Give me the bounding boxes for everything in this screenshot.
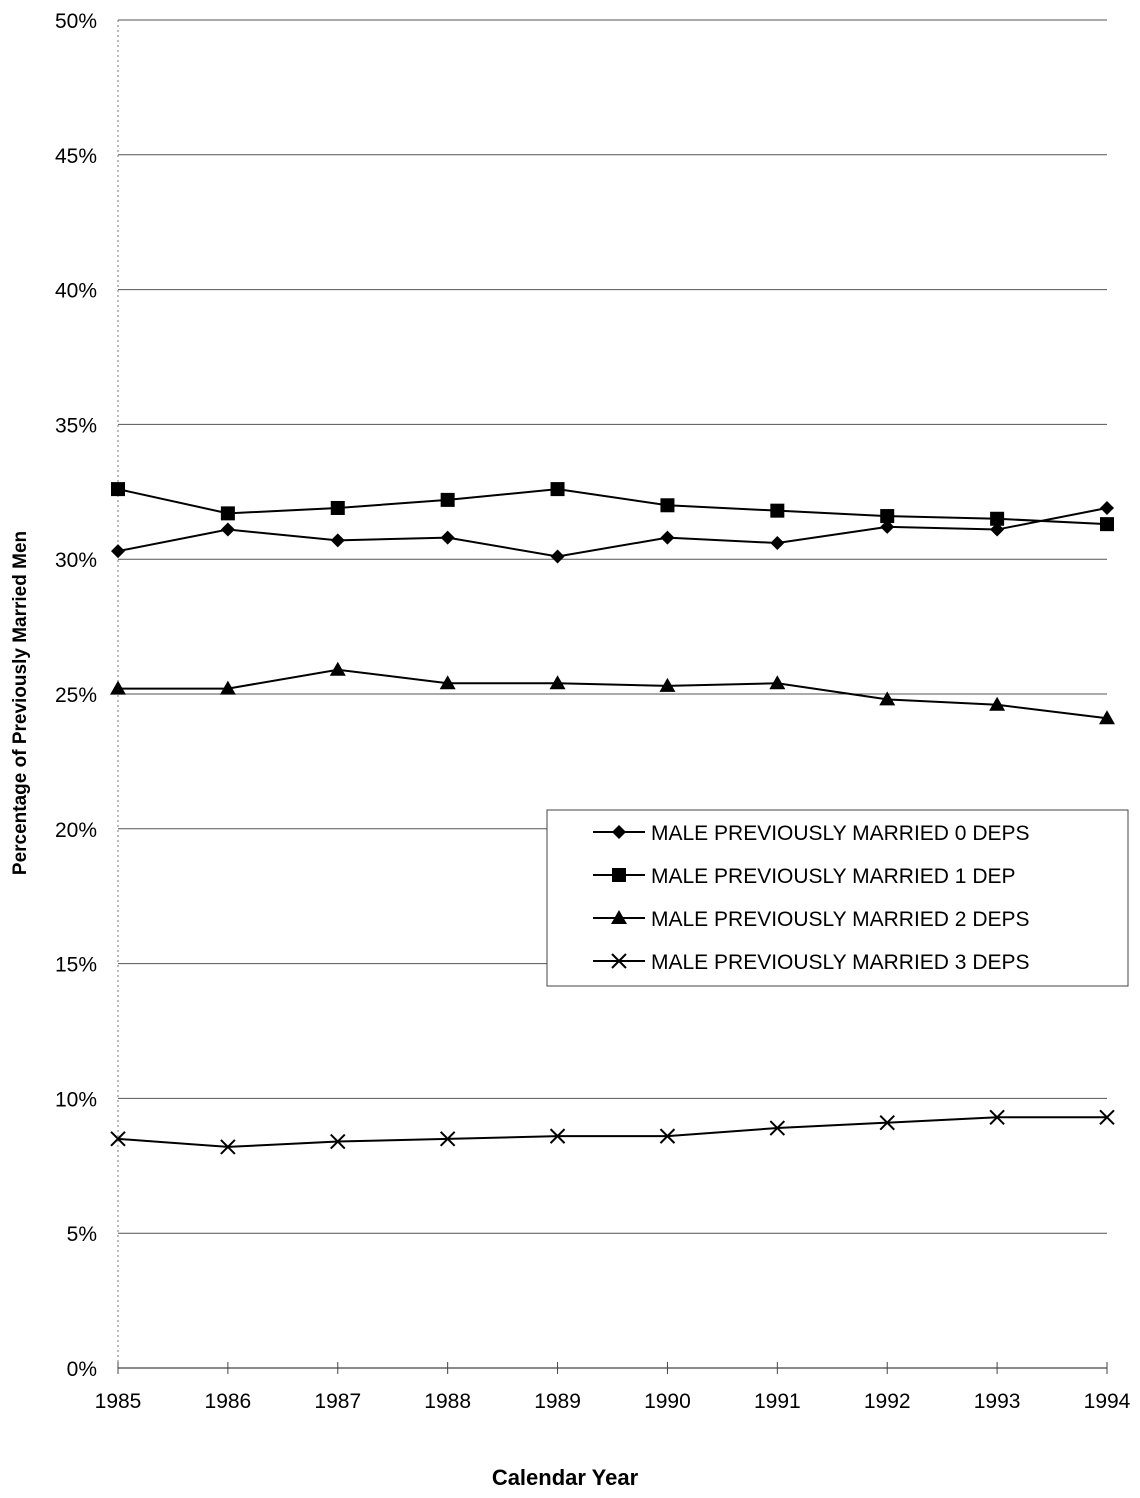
data-point-square: [1100, 517, 1114, 532]
data-point-x: [330, 1133, 346, 1150]
data-point-diamond: [770, 536, 785, 551]
gridlines: [118, 19, 1107, 1234]
data-point-x: [879, 1114, 895, 1131]
data-point-diamond: [660, 530, 675, 545]
legend-box: [546, 809, 1129, 987]
data-point-triangle: [989, 696, 1006, 711]
data-point-diamond: [440, 530, 455, 545]
y-tick-label: 35%: [55, 414, 97, 437]
x-tick-label: 1991: [754, 1390, 801, 1413]
data-point-diamond: [550, 549, 565, 564]
y-tick-label: 40%: [55, 280, 97, 303]
data-point-square: [880, 509, 895, 524]
x-tick-label: 1985: [95, 1390, 142, 1413]
y-axis-title: Percentage of Previously Married Men: [10, 531, 31, 875]
data-point-square: [220, 506, 235, 521]
data-point-diamond: [880, 519, 895, 534]
data-point-triangle: [1099, 710, 1115, 725]
y-tick-label: 15%: [55, 954, 97, 977]
data-point-triangle: [110, 680, 126, 695]
legend-label: MALE PREVIOUSLY MARRIED 2 DEPS: [651, 908, 1030, 931]
legend-item: MALE PREVIOUSLY MARRIED 1 DEP: [593, 865, 1016, 888]
y-tick-label: 30%: [55, 549, 97, 572]
data-point-triangle: [769, 675, 786, 690]
data-point-x: [439, 1131, 456, 1147]
y-tick-label: 25%: [55, 684, 97, 707]
series-line: [118, 668, 1108, 720]
x-tick-label: 1990: [644, 1390, 691, 1413]
data-point-triangle: [219, 680, 236, 695]
x-tick-label: 1986: [205, 1390, 252, 1413]
series-line: [117, 506, 1108, 558]
data-point-triangle: [611, 910, 627, 924]
series-x: [110, 1109, 1115, 1155]
series-group: [110, 482, 1115, 1155]
data-point-triangle: [549, 675, 566, 690]
data-point-triangle: [329, 661, 346, 676]
y-tick-label: 5%: [67, 1223, 97, 1246]
y-tick-label: 45%: [55, 145, 97, 168]
data-point-x: [220, 1139, 236, 1155]
data-point-x: [989, 1109, 1005, 1125]
data-point-x: [549, 1128, 566, 1144]
data-point-square: [440, 492, 455, 507]
legend-item: MALE PREVIOUSLY MARRIED 3 DEPS: [593, 951, 1030, 974]
series-triangle: [110, 661, 1115, 725]
data-point-triangle: [659, 677, 676, 692]
legend-item: MALE PREVIOUSLY MARRIED 0 DEPS: [593, 822, 1030, 845]
series-square: [111, 482, 1114, 532]
axes: 0% 5% 10% 15% 20% 25% 30% 35% 40% 45% 50% 1985 1986 1…: [55, 10, 1131, 1413]
x-tick-label: 1988: [424, 1390, 471, 1413]
y-tick-label: 50%: [55, 10, 97, 33]
data-point-diamond: [612, 825, 626, 839]
x-tick-label: 1992: [864, 1390, 911, 1413]
data-point-square: [770, 503, 785, 518]
data-point-x: [659, 1128, 676, 1144]
series-line: [117, 488, 1108, 526]
x-tick-label: 1987: [314, 1390, 361, 1413]
legend-item: MALE PREVIOUSLY MARRIED 2 DEPS: [593, 908, 1030, 931]
y-tick-label: 10%: [55, 1088, 97, 1111]
series-line: [117, 1116, 1107, 1148]
legend-label: MALE PREVIOUSLY MARRIED 3 DEPS: [651, 951, 1030, 974]
x-axis-title: Calendar Year: [492, 1465, 639, 1490]
data-point-square: [990, 511, 1005, 526]
legend-label: MALE PREVIOUSLY MARRIED 1 DEP: [651, 865, 1016, 888]
y-tick-label: 20%: [55, 819, 97, 842]
data-point-diamond: [330, 533, 345, 548]
data-point-diamond: [1100, 500, 1114, 515]
data-point-square: [550, 482, 565, 497]
data-point-x: [110, 1131, 126, 1147]
data-point-square: [612, 868, 626, 882]
x-tick-label: 1989: [534, 1390, 581, 1413]
data-point-diamond: [111, 544, 125, 559]
data-point-triangle: [439, 675, 456, 690]
data-point-square: [111, 482, 125, 497]
x-tick-label: 1993: [974, 1390, 1021, 1413]
x-tick-label: 1994: [1084, 1390, 1131, 1413]
y-tick-label: 0%: [67, 1358, 97, 1381]
data-point-x: [769, 1120, 786, 1136]
data-point-square: [330, 500, 345, 515]
data-point-x: [1099, 1109, 1115, 1125]
data-point-x: [611, 953, 627, 969]
data-point-diamond: [220, 522, 235, 537]
data-point-diamond: [990, 522, 1005, 537]
data-point-triangle: [879, 691, 896, 706]
legend: MALE PREVIOUSLY MARRIED 0 DEPS MALE PREVI…: [546, 809, 1129, 987]
series-diamond: [111, 500, 1114, 564]
data-point-square: [660, 498, 675, 513]
legend-label: MALE PREVIOUSLY MARRIED 0 DEPS: [651, 822, 1030, 845]
